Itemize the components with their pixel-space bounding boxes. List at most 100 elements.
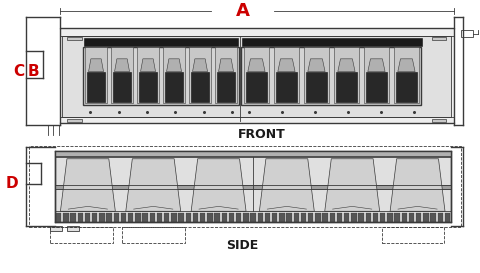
Bar <box>274 47 299 103</box>
Bar <box>29 146 461 227</box>
Bar <box>394 213 400 222</box>
Bar <box>142 213 148 222</box>
Bar <box>207 213 213 222</box>
Bar <box>380 213 385 222</box>
Polygon shape <box>308 59 325 72</box>
Bar <box>92 213 97 222</box>
Polygon shape <box>126 159 180 211</box>
Bar <box>272 213 277 222</box>
Bar <box>264 213 270 222</box>
Bar <box>165 72 183 102</box>
Bar <box>163 47 185 103</box>
Bar <box>55 185 451 189</box>
Bar <box>336 72 357 102</box>
Bar <box>179 213 184 222</box>
Bar <box>293 213 299 222</box>
Bar <box>55 151 451 156</box>
Bar <box>171 213 177 222</box>
Bar <box>351 213 357 222</box>
Polygon shape <box>398 59 415 72</box>
Polygon shape <box>218 59 234 72</box>
Polygon shape <box>278 59 295 72</box>
Bar <box>56 213 61 222</box>
Polygon shape <box>368 59 385 72</box>
Bar <box>300 213 306 222</box>
Bar <box>156 213 162 222</box>
Bar <box>84 38 238 46</box>
Bar <box>334 47 359 103</box>
Bar <box>50 225 62 231</box>
Bar <box>246 72 267 102</box>
Bar <box>387 213 393 222</box>
Bar <box>394 47 419 103</box>
Polygon shape <box>191 159 246 211</box>
Bar <box>200 213 205 222</box>
Bar <box>135 213 141 222</box>
Bar <box>437 213 443 222</box>
Bar <box>99 213 105 222</box>
Bar <box>336 213 342 222</box>
Bar <box>67 225 79 231</box>
Bar <box>139 72 157 102</box>
Bar <box>107 213 112 222</box>
Bar <box>329 213 335 222</box>
Bar <box>67 119 82 122</box>
Bar <box>344 213 349 222</box>
Polygon shape <box>88 59 104 72</box>
Text: A: A <box>236 2 249 20</box>
Bar <box>216 72 235 102</box>
Bar <box>432 37 446 40</box>
Text: SIDE: SIDE <box>226 239 259 253</box>
Bar <box>286 213 292 222</box>
Text: C: C <box>13 64 25 79</box>
Polygon shape <box>192 59 207 72</box>
Bar <box>215 47 237 103</box>
Polygon shape <box>141 59 156 72</box>
Bar <box>221 213 227 222</box>
Bar <box>84 213 90 222</box>
Bar <box>322 213 328 222</box>
Bar <box>444 213 450 222</box>
Bar <box>430 213 436 222</box>
Bar <box>113 213 119 222</box>
Bar <box>228 213 234 222</box>
Bar <box>242 38 422 46</box>
Bar <box>257 213 263 222</box>
Bar <box>401 213 407 222</box>
Text: FRONT: FRONT <box>238 128 286 141</box>
Bar <box>121 213 126 222</box>
Bar <box>236 213 241 222</box>
Bar <box>150 213 155 222</box>
Bar <box>251 213 256 222</box>
Bar <box>71 213 76 222</box>
Bar <box>279 213 285 222</box>
Bar <box>461 30 473 37</box>
Bar <box>358 213 364 222</box>
Bar <box>304 47 329 103</box>
Bar <box>408 213 414 222</box>
Bar <box>243 213 249 222</box>
Bar <box>189 47 211 103</box>
Bar <box>87 72 106 102</box>
Bar <box>241 47 421 105</box>
Bar <box>315 213 321 222</box>
Polygon shape <box>60 159 115 211</box>
Polygon shape <box>390 159 445 211</box>
Bar <box>191 72 209 102</box>
Bar <box>244 47 269 103</box>
Bar <box>113 72 132 102</box>
Bar <box>366 72 387 102</box>
Bar <box>423 213 429 222</box>
Bar <box>85 47 107 103</box>
Bar <box>306 72 327 102</box>
Bar <box>366 213 371 222</box>
Bar <box>192 213 198 222</box>
Bar <box>308 213 313 222</box>
Bar <box>62 36 451 117</box>
Polygon shape <box>338 59 355 72</box>
Bar <box>364 47 389 103</box>
Polygon shape <box>115 59 130 72</box>
Polygon shape <box>325 159 380 211</box>
Bar <box>432 119 446 122</box>
Bar <box>83 47 239 105</box>
